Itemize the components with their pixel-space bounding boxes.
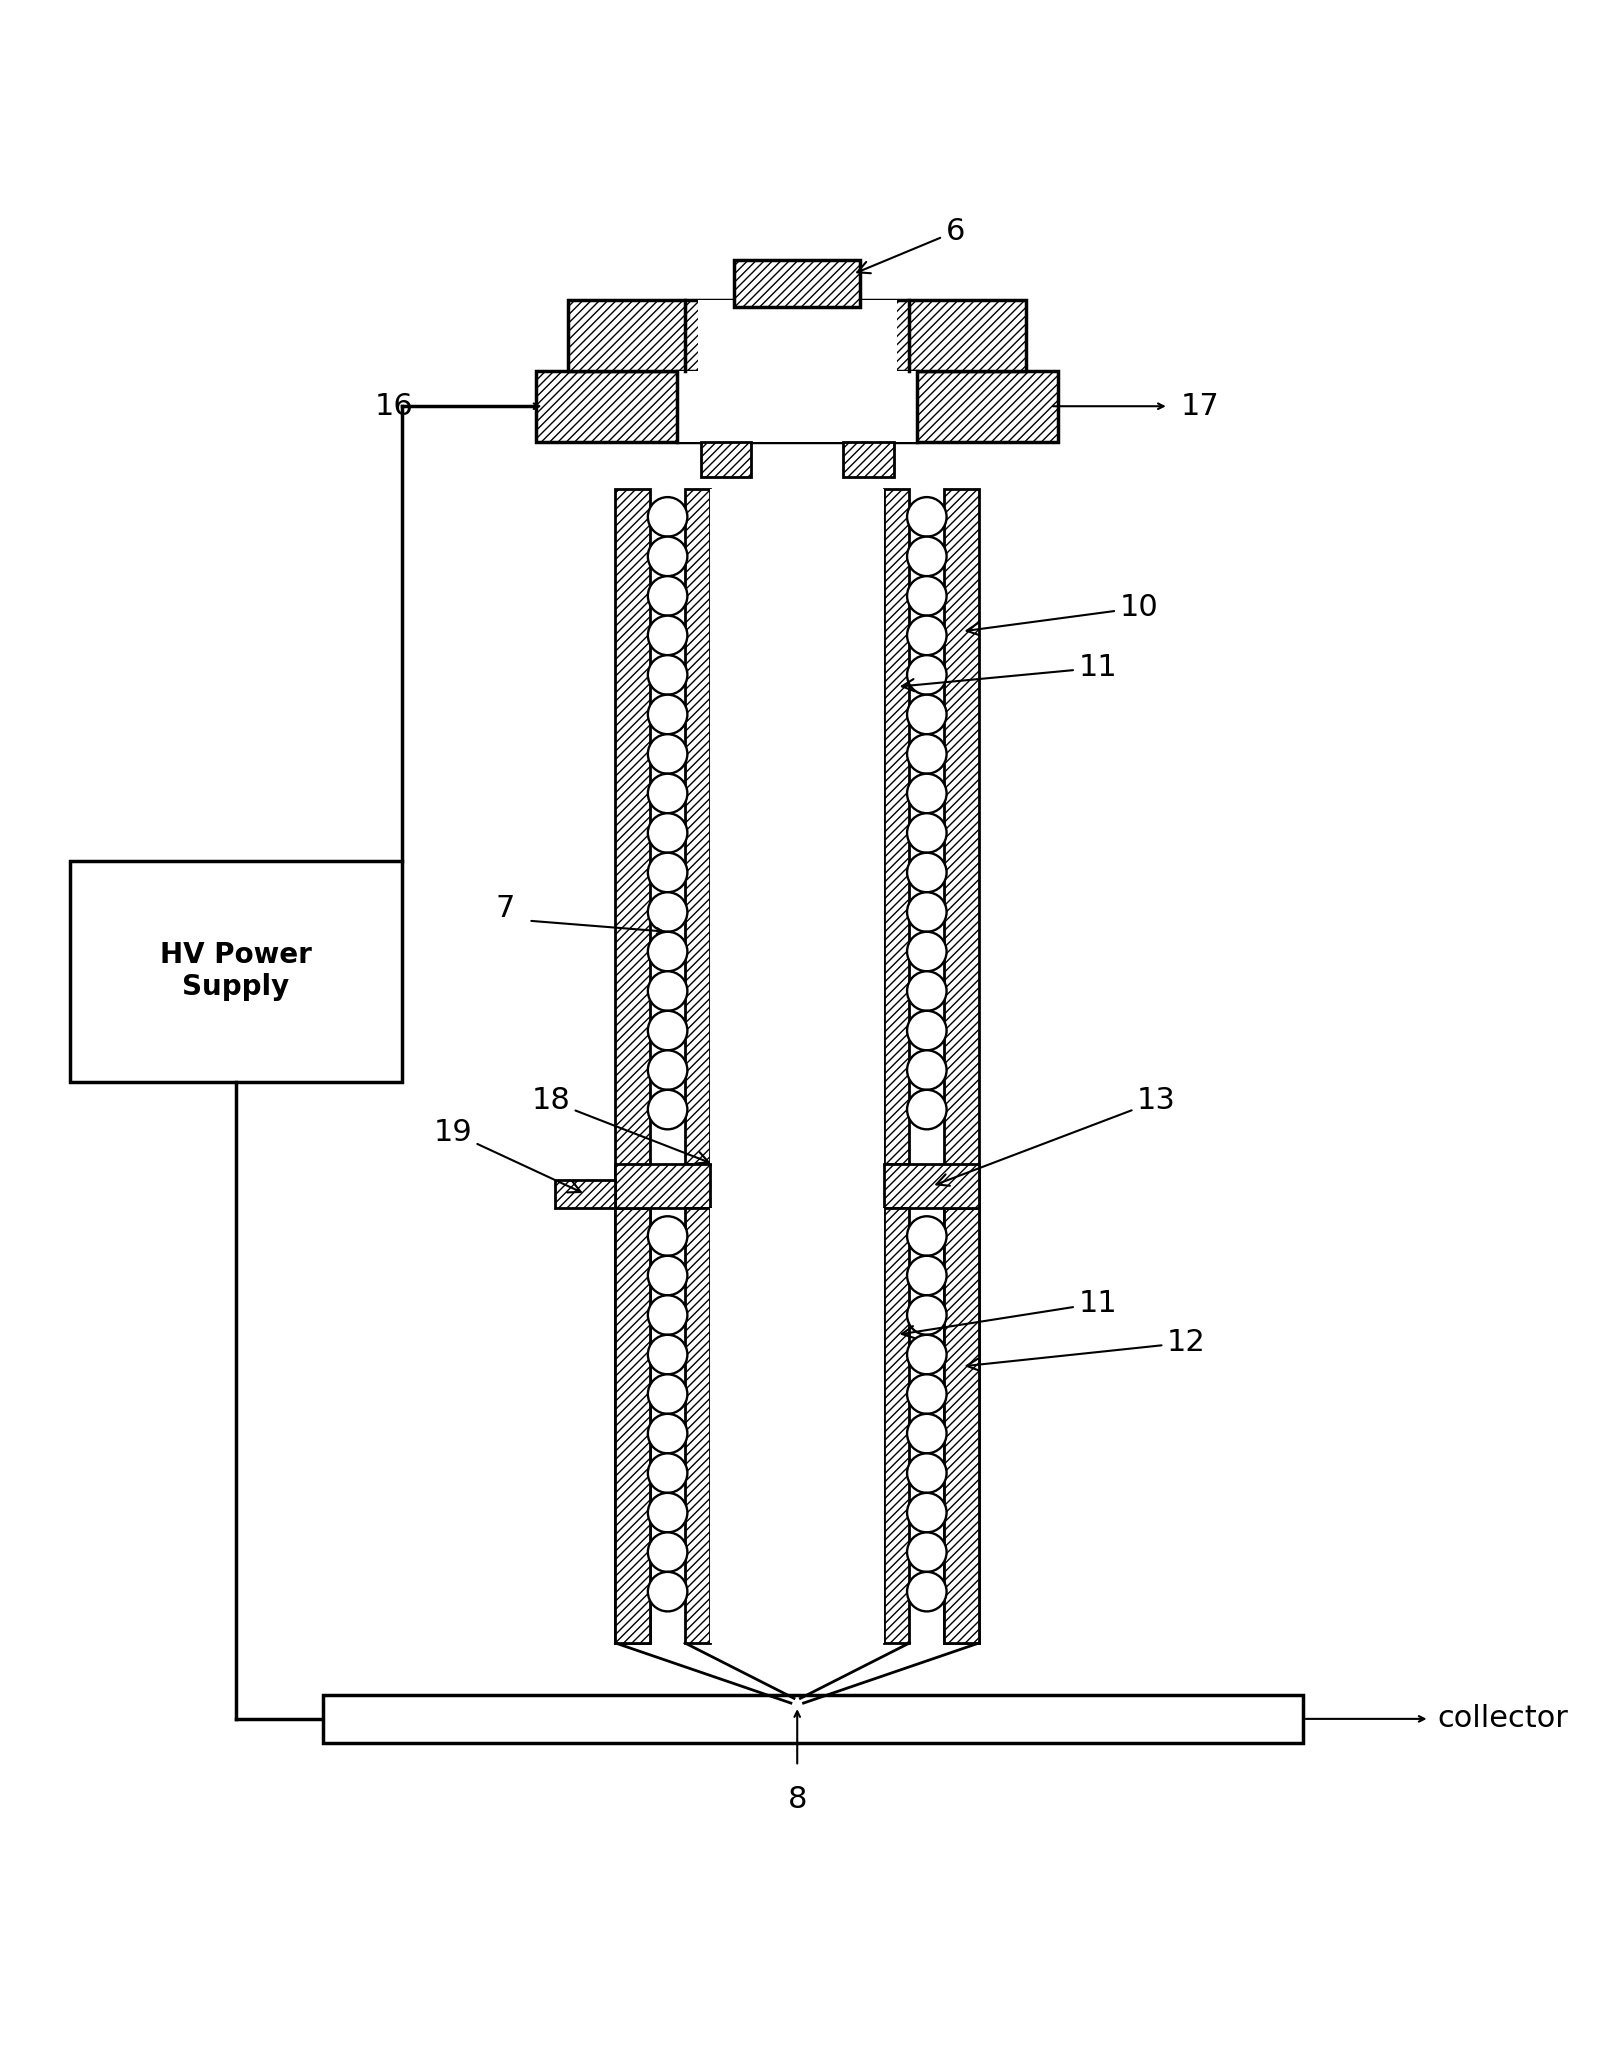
Bar: [884, 1208, 910, 1643]
Circle shape: [906, 970, 947, 1012]
Text: 8: 8: [787, 1786, 807, 1815]
Bar: [567, 300, 1027, 370]
Text: 11: 11: [902, 1289, 1117, 1339]
Circle shape: [906, 1452, 947, 1494]
Circle shape: [648, 656, 688, 695]
Circle shape: [648, 1256, 688, 1295]
Bar: [945, 1208, 979, 1643]
Text: 19: 19: [434, 1117, 580, 1192]
Circle shape: [906, 536, 947, 575]
Circle shape: [906, 892, 947, 931]
Bar: [685, 488, 710, 1165]
Circle shape: [648, 970, 688, 1012]
Circle shape: [906, 1533, 947, 1572]
Circle shape: [906, 1374, 947, 1413]
Circle shape: [648, 1413, 688, 1452]
Circle shape: [648, 1572, 688, 1612]
Circle shape: [906, 734, 947, 774]
Bar: [697, 300, 897, 370]
Circle shape: [648, 1335, 688, 1374]
Circle shape: [648, 813, 688, 852]
Circle shape: [906, 617, 947, 656]
Circle shape: [648, 1217, 688, 1256]
Bar: [615, 488, 651, 1643]
Text: 17: 17: [1181, 391, 1220, 420]
Circle shape: [648, 695, 688, 734]
Circle shape: [648, 575, 688, 617]
Circle shape: [648, 734, 688, 774]
Bar: [734, 261, 860, 308]
Text: 7: 7: [495, 894, 514, 923]
Text: 11: 11: [902, 654, 1117, 691]
Text: HV Power
Supply: HV Power Supply: [161, 941, 312, 1001]
Circle shape: [648, 1494, 688, 1533]
Bar: [556, 1179, 615, 1208]
Circle shape: [906, 695, 947, 734]
Text: collector: collector: [1437, 1705, 1568, 1734]
Text: 13: 13: [937, 1086, 1176, 1186]
Circle shape: [906, 1494, 947, 1533]
Text: 18: 18: [532, 1086, 709, 1163]
Bar: [710, 1208, 884, 1643]
Bar: [537, 370, 1057, 443]
Bar: [844, 443, 893, 476]
Circle shape: [906, 575, 947, 617]
Circle shape: [906, 852, 947, 892]
Circle shape: [906, 1051, 947, 1090]
Circle shape: [906, 813, 947, 852]
Circle shape: [648, 1452, 688, 1494]
Circle shape: [648, 892, 688, 931]
Text: 16: 16: [374, 391, 413, 420]
Text: 10: 10: [967, 594, 1159, 635]
Bar: [884, 488, 910, 1165]
Circle shape: [906, 1572, 947, 1612]
Bar: [677, 370, 918, 443]
Circle shape: [906, 1295, 947, 1335]
Bar: [701, 443, 752, 476]
Circle shape: [906, 1256, 947, 1295]
Bar: [945, 488, 979, 1643]
Circle shape: [648, 1533, 688, 1572]
Bar: [685, 1208, 710, 1643]
Circle shape: [648, 1012, 688, 1051]
Bar: [71, 861, 402, 1082]
Circle shape: [648, 774, 688, 813]
Circle shape: [906, 1217, 947, 1256]
Circle shape: [906, 656, 947, 695]
Bar: [323, 1695, 1303, 1742]
Circle shape: [906, 497, 947, 536]
Text: 12: 12: [967, 1328, 1205, 1370]
Circle shape: [648, 617, 688, 656]
Circle shape: [648, 536, 688, 575]
Bar: [615, 1208, 651, 1643]
Circle shape: [906, 774, 947, 813]
Bar: [884, 1165, 979, 1208]
Circle shape: [906, 1413, 947, 1452]
Circle shape: [906, 1335, 947, 1374]
Circle shape: [906, 1090, 947, 1130]
Circle shape: [648, 1090, 688, 1130]
Circle shape: [906, 931, 947, 970]
Circle shape: [648, 497, 688, 536]
Text: 6: 6: [857, 217, 964, 273]
Circle shape: [648, 852, 688, 892]
Circle shape: [648, 931, 688, 970]
Circle shape: [648, 1051, 688, 1090]
Bar: [710, 488, 884, 1165]
Circle shape: [906, 1012, 947, 1051]
Circle shape: [648, 1374, 688, 1413]
Bar: [615, 1165, 710, 1208]
Circle shape: [648, 1295, 688, 1335]
